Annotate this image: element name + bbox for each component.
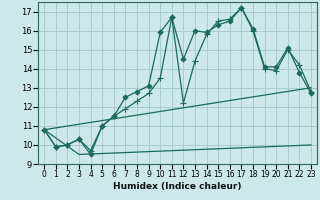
X-axis label: Humidex (Indice chaleur): Humidex (Indice chaleur) bbox=[113, 182, 242, 191]
